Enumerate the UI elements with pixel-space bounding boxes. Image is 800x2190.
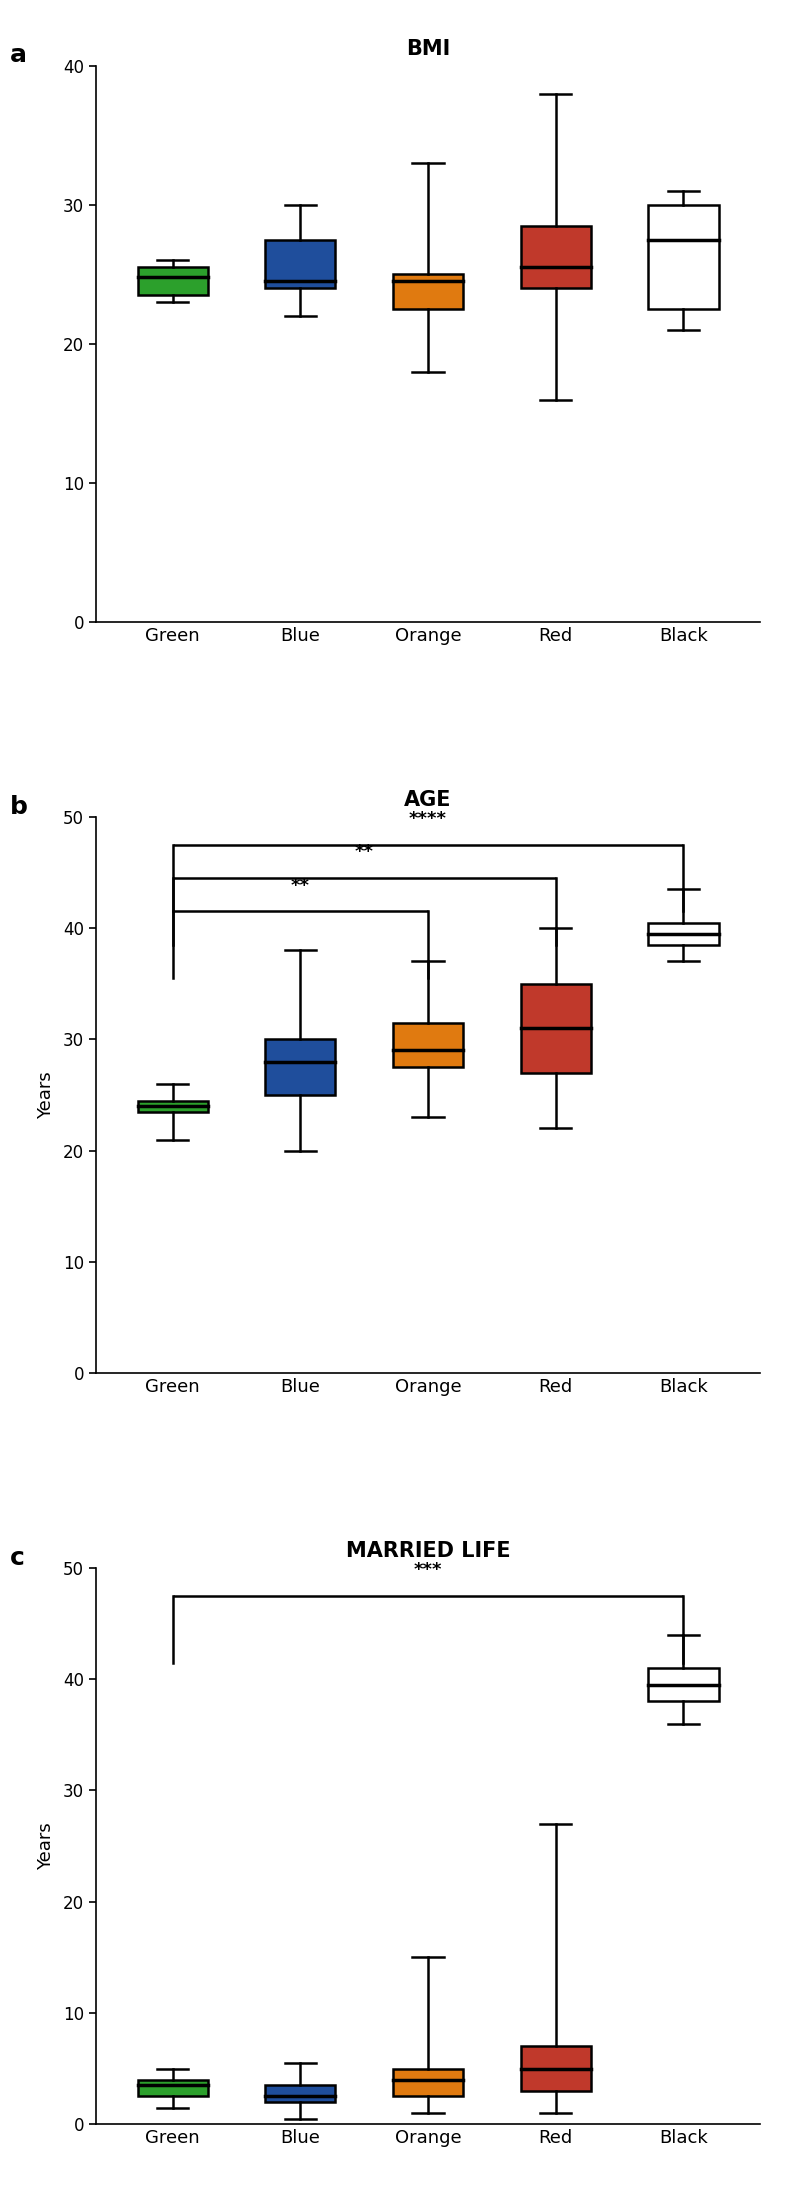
Text: b: b	[10, 795, 27, 819]
Bar	[521, 226, 591, 289]
Text: ****: ****	[409, 810, 447, 828]
Y-axis label: Years: Years	[37, 1071, 54, 1119]
Bar	[393, 2070, 463, 2096]
Title: MARRIED LIFE: MARRIED LIFE	[346, 1542, 510, 1561]
Bar	[393, 1023, 463, 1067]
Text: c: c	[10, 1546, 25, 1570]
Bar	[648, 1669, 718, 1702]
Y-axis label: Years: Years	[37, 1822, 54, 1870]
Bar	[138, 1102, 208, 1113]
Title: AGE: AGE	[404, 791, 452, 810]
Bar	[521, 2045, 591, 2091]
Bar	[138, 2080, 208, 2096]
Bar	[265, 1040, 335, 1095]
Title: BMI: BMI	[406, 39, 450, 59]
Bar	[265, 2085, 335, 2102]
Bar	[648, 922, 718, 944]
Bar	[393, 274, 463, 309]
Bar	[138, 267, 208, 296]
Text: **: **	[291, 876, 310, 896]
Text: a: a	[10, 44, 26, 68]
Text: ***: ***	[414, 1561, 442, 1579]
Text: **: **	[354, 843, 374, 861]
Bar	[648, 206, 718, 309]
Bar	[265, 239, 335, 289]
Bar	[521, 983, 591, 1073]
